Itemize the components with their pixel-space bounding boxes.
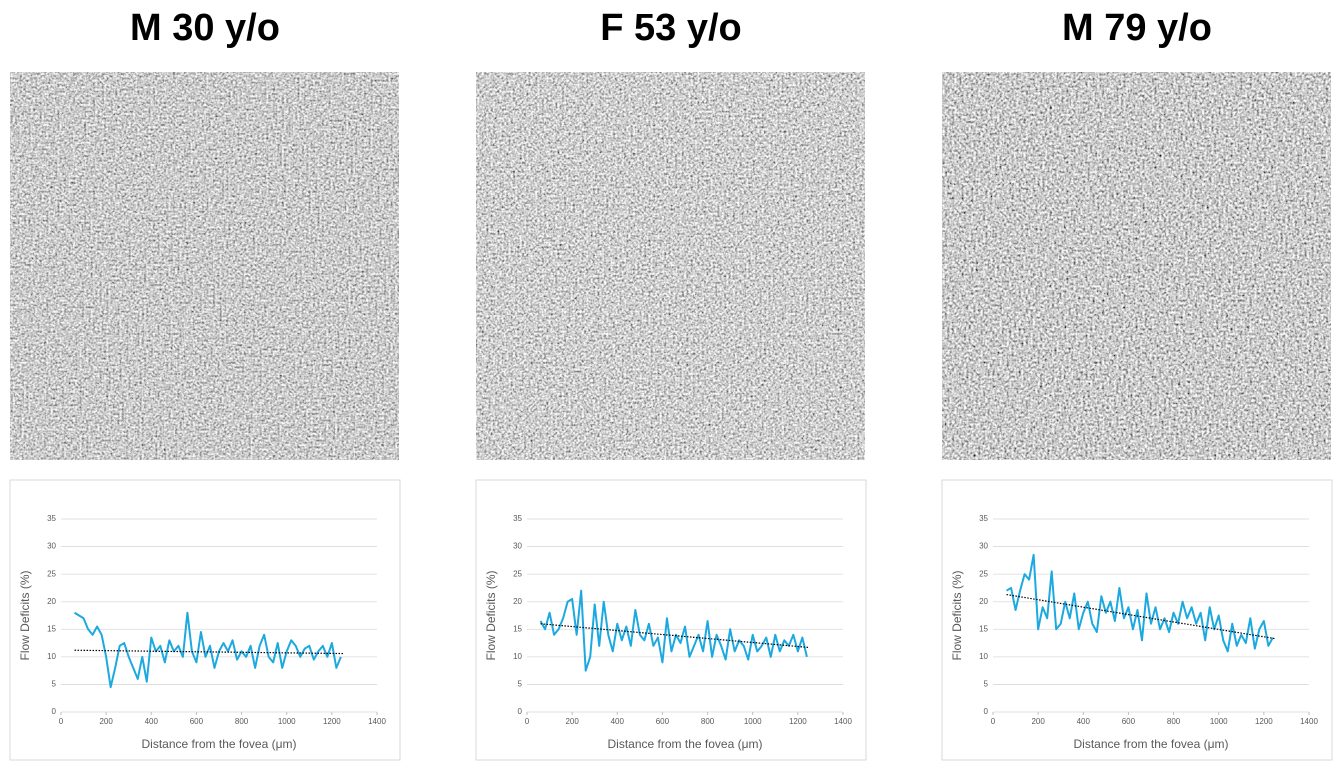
trend-line <box>1006 593 1276 640</box>
chart-title: M 79 y/o <box>1062 7 1212 49</box>
x-axis-label: Distance from the fovea (μm) <box>608 737 763 751</box>
x-tick-label: 1000 <box>278 717 296 726</box>
chart-frame <box>941 479 1333 761</box>
x-tick-label: 1200 <box>789 717 807 726</box>
y-tick-label: 10 <box>979 652 988 661</box>
x-axis-label: Distance from the fovea (μm) <box>142 737 297 751</box>
y-axis-label: Flow Deficits (%) <box>18 570 32 660</box>
chart-title: M 30 y/o <box>130 7 280 49</box>
y-tick-label: 15 <box>979 624 988 633</box>
x-tick-label: 1400 <box>1300 717 1318 726</box>
x-tick-label: 1200 <box>1255 717 1273 726</box>
y-tick-label: 35 <box>513 514 522 523</box>
data-line <box>539 589 808 672</box>
x-tick-label: 1400 <box>834 717 852 726</box>
y-tick-label: 30 <box>513 542 522 551</box>
y-tick-label: 5 <box>518 680 523 689</box>
x-tick-label: 0 <box>991 717 996 726</box>
y-tick-label: 20 <box>513 597 522 606</box>
x-tick-label: 200 <box>1031 717 1045 726</box>
y-tick-label: 35 <box>979 514 988 523</box>
y-tick-label: 25 <box>47 569 56 578</box>
x-tick-label: 1000 <box>1210 717 1228 726</box>
y-tick-label: 10 <box>47 652 56 661</box>
x-tick-label: 0 <box>59 717 64 726</box>
y-tick-label: 25 <box>979 569 988 578</box>
y-tick-label: 5 <box>984 680 989 689</box>
y-tick-label: 20 <box>979 597 988 606</box>
oct-image <box>476 72 865 460</box>
x-tick-label: 600 <box>1122 717 1136 726</box>
y-tick-label: 20 <box>47 597 56 606</box>
x-tick-label: 1000 <box>744 717 762 726</box>
x-tick-label: 400 <box>611 717 625 726</box>
y-axis-label: Flow Deficits (%) <box>484 570 498 660</box>
x-tick-label: 1200 <box>323 717 341 726</box>
x-tick-label: 400 <box>1077 717 1091 726</box>
y-tick-label: 30 <box>47 542 56 551</box>
y-tick-label: 10 <box>513 652 522 661</box>
y-tick-label: 35 <box>47 514 56 523</box>
x-tick-label: 1400 <box>368 717 386 726</box>
y-axis-label: Flow Deficits (%) <box>950 570 964 660</box>
y-tick-label: 30 <box>979 542 988 551</box>
y-tick-label: 25 <box>513 569 522 578</box>
x-tick-label: 600 <box>656 717 670 726</box>
x-tick-label: 600 <box>190 717 204 726</box>
data-line <box>1006 553 1274 653</box>
x-tick-label: 0 <box>525 717 530 726</box>
x-axis-label: Distance from the fovea (μm) <box>1074 737 1229 751</box>
chart-frame <box>475 479 867 761</box>
x-tick-label: 200 <box>99 717 113 726</box>
x-tick-label: 800 <box>235 717 249 726</box>
oct-image <box>10 72 399 460</box>
y-tick-label: 15 <box>513 624 522 633</box>
x-tick-label: 800 <box>1167 717 1181 726</box>
y-tick-label: 0 <box>518 707 523 716</box>
y-tick-label: 5 <box>52 680 57 689</box>
y-tick-label: 0 <box>52 707 57 716</box>
x-tick-label: 800 <box>701 717 715 726</box>
y-tick-label: 0 <box>984 707 989 716</box>
x-tick-label: 400 <box>145 717 159 726</box>
x-tick-label: 200 <box>565 717 579 726</box>
oct-image <box>942 72 1331 460</box>
chart-frame <box>9 479 401 761</box>
y-tick-label: 15 <box>47 624 56 633</box>
chart-title: F 53 y/o <box>600 7 742 49</box>
